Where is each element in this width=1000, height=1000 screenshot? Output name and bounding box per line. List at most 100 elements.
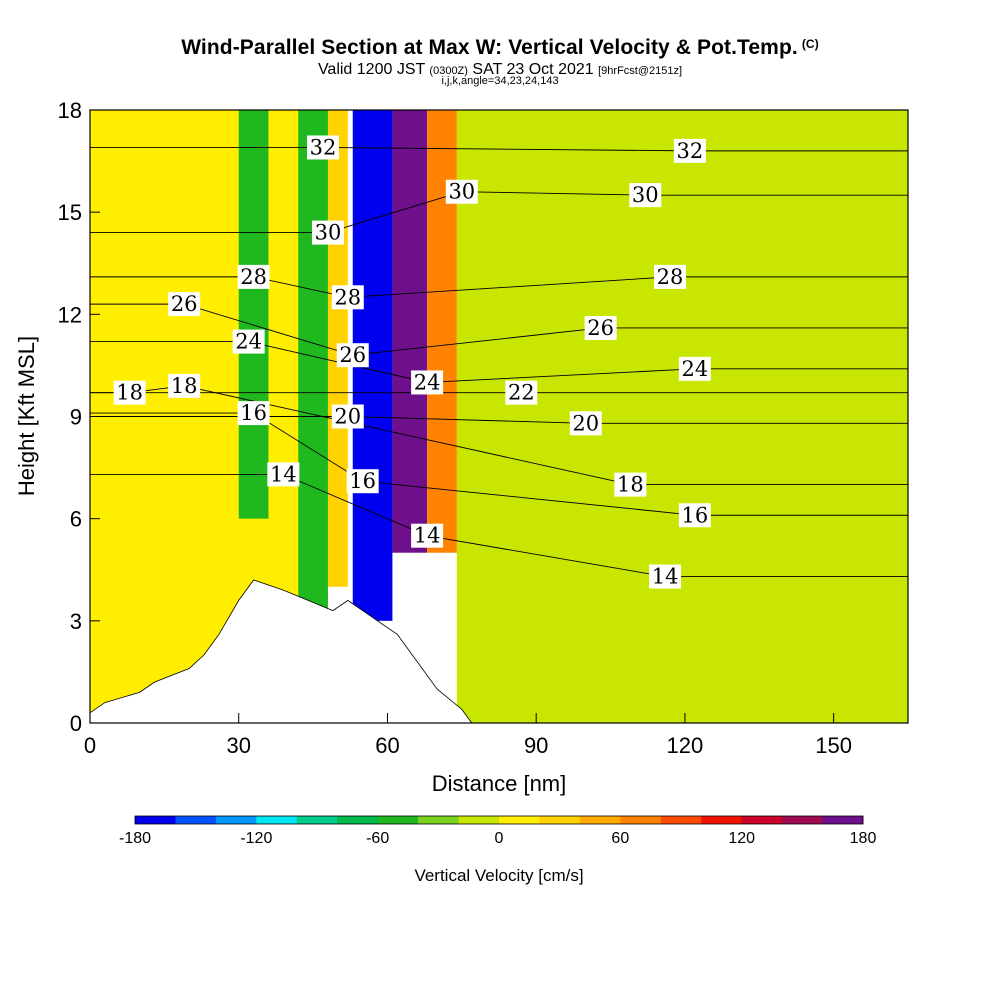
isentrope-label-text: 28 [334,285,361,309]
colorbar-tick-label: 60 [611,830,629,847]
isentrope-label-text: 14 [414,524,441,548]
chart-title-mark: (C) [801,37,819,51]
colorbar-frame [134,815,864,825]
isentrope-label-bg [237,264,270,289]
chart-title: Wind-Parallel Section at Max W: Vertical… [0,36,1000,60]
y-tick-label: 12 [58,302,82,327]
x-axis-label: Distance [nm] [432,771,567,796]
isentrope-label-bg [569,411,602,436]
colorbar-swatch [539,816,581,824]
isentrope-label-bg [168,373,201,398]
isentrope-label-text: 20 [334,405,361,429]
valid-time-utc: (0300Z) [429,65,468,77]
isentrope-label-bg [614,472,647,497]
forecast-info: [9hrFcst@2151z] [598,65,683,77]
y-tick-label: 6 [70,507,82,532]
colorbar-swatch [579,816,621,824]
colorbar-swatch [256,816,298,824]
isentrope-label: 26 [336,343,369,368]
colorbar-swatch [741,816,783,824]
isentrope-label: 24 [411,370,444,395]
isentrope-label-text: 20 [572,411,599,435]
velocity-band [456,110,908,723]
colorbar-tick-label: 0 [495,830,504,847]
isentrope-label-text: 32 [676,139,703,163]
isentrope-label: 32 [673,138,706,163]
isentrope-label-text: 32 [310,135,337,159]
isentrope-label-bg [168,292,201,317]
x-tick-label: 0 [84,733,96,758]
colorbar-swatch [620,816,662,824]
colorbar-tick-label: -180 [119,830,151,847]
colorbar-tick-label: 180 [850,830,877,847]
isentrope-label-text: 18 [171,374,198,398]
isentrope-line [90,147,908,152]
isentrope-label-bg [331,285,364,310]
isentrope-label-text: 24 [414,370,441,394]
isentrope-line [90,416,908,424]
y-tick-label: 15 [58,200,82,225]
y-tick-label: 18 [58,98,82,123]
isentrope-label-text: 24 [681,357,708,381]
isentrope-label: 14 [267,462,300,487]
colorbar-tick-label: -120 [240,830,272,847]
isentrope-label-text: 22 [508,381,535,405]
isentrope-label-bg [232,329,265,354]
isentrope-label-bg [649,564,682,589]
chart-title-text: Wind-Parallel Section at Max W: Vertical… [181,36,798,59]
isentrope-label: 26 [584,315,617,340]
isentrope-label: 22 [505,380,538,405]
colorbar-label: Vertical Velocity [cm/s] [414,866,583,885]
x-axis: 0 30 60 90 120 150 [84,713,852,758]
isentrope-label-text: 28 [657,265,684,289]
isentrope-label-bg [505,380,538,405]
isentrope-label: 28 [237,264,270,289]
valid-time: Valid 1200 JST [317,61,425,78]
isentrope-label: 14 [411,523,444,548]
isentrope-label: 16 [346,469,379,494]
colorbar-swatch [296,816,338,824]
isentrope-label-text: 30 [632,183,659,207]
isentrope-labels: 32 32 30 30 30 28 28 28 26 26 26 24 24 24 22 20 20 18 18 18… [113,135,711,589]
colorbar-swatch [377,816,419,824]
isentrope-label-bg [346,469,379,494]
isentrope-label-text: 24 [235,330,262,354]
isentrope-label-bg [411,370,444,395]
isentrope-label-text: 18 [116,381,143,405]
velocity-band [298,110,328,621]
isentrope-label-text: 16 [681,503,708,527]
colorbar-swatch [175,816,217,824]
isentrope-label: 26 [168,292,201,317]
y-axis-label: Height [Kft MSL] [14,336,39,496]
isentrope-label-text: 16 [349,469,376,493]
isentrope-label-bg [267,462,300,487]
isentrope-label-bg [307,135,340,160]
isentrope-label: 32 [307,135,340,160]
isentrope-label: 28 [331,285,364,310]
y-tick-label: 0 [70,711,82,736]
isentrope-label-text: 18 [617,473,644,497]
colorbar-swatch [782,816,824,824]
isentrope-label: 18 [168,373,201,398]
velocity-band [427,110,457,553]
isentrope-label-bg [584,315,617,340]
x-tick-label: 150 [815,733,852,758]
isentrope-label: 30 [629,183,662,208]
velocity-band [392,110,428,553]
colorbar [134,815,864,825]
isentrope-label-text: 30 [448,180,475,204]
x-tick-label: 120 [667,733,704,758]
isentrope-label: 24 [678,356,711,381]
chart-subtitle: Valid 1200 JST (0300Z) SAT 23 Oct 2021 [… [0,61,1000,79]
isentrope-label-text: 28 [240,265,267,289]
isentrope-label-bg [654,264,687,289]
x-tick-label: 90 [524,733,548,758]
x-tick-label: 60 [375,733,399,758]
colorbar-swatch [135,816,176,824]
isentrope-label-bg [336,343,369,368]
colorbar-tick-label: 120 [728,830,755,847]
isentrope-label-text: 30 [315,221,342,245]
isentrope-label: 28 [654,264,687,289]
isentrope-label-text: 26 [587,316,614,340]
